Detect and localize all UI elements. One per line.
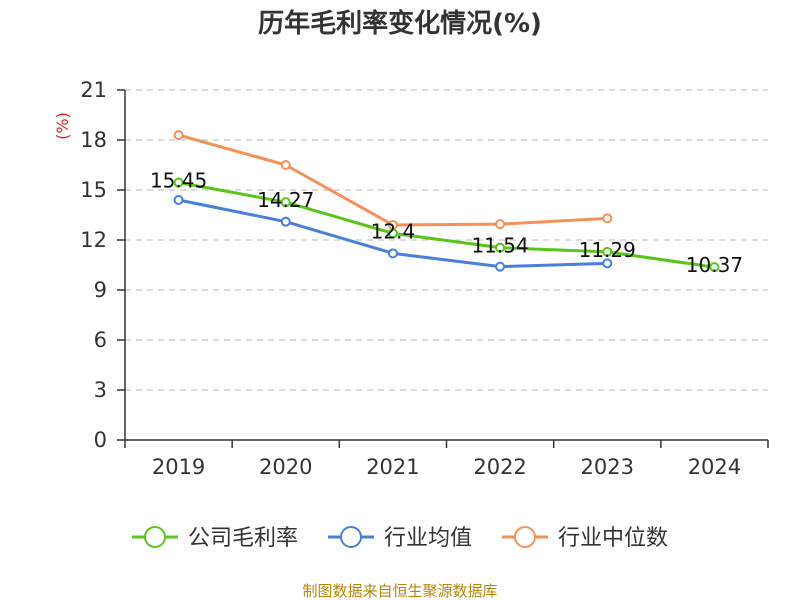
data-label: 14.27 xyxy=(257,188,314,212)
data-label: 11.29 xyxy=(579,238,636,262)
data-point xyxy=(280,160,291,170)
data-point xyxy=(387,248,398,259)
x-tick-label: 2022 xyxy=(473,455,526,479)
chart-title: 历年毛利率变化情况(%) xyxy=(258,8,542,39)
legend-swatch-marker xyxy=(144,526,166,548)
series-line xyxy=(178,181,715,269)
legend-swatch-marker xyxy=(514,526,536,548)
data-point xyxy=(280,197,291,208)
data-point xyxy=(602,213,613,224)
data-point xyxy=(173,177,184,188)
y-tick-labels: 0 3 6 9 12 15 18 21 xyxy=(80,78,107,452)
y-tick-label: 18 xyxy=(80,128,107,152)
data-point xyxy=(173,195,184,205)
data-label: 11.54 xyxy=(471,234,528,258)
y-tick-label: 9 xyxy=(94,278,107,302)
data-point xyxy=(709,262,720,273)
legend-swatch-marker xyxy=(340,526,362,548)
x-tick-labels: 2019 2020 2021 2022 2023 2024 xyxy=(152,455,741,479)
data-label: 12.4 xyxy=(371,219,416,243)
x-tick-label: 2023 xyxy=(581,455,634,479)
y-tick-label: 15 xyxy=(80,178,107,202)
data-point xyxy=(495,242,506,253)
data-point xyxy=(280,216,291,227)
legend-label: 行业中位数 xyxy=(558,526,668,551)
data-labels: 15.45 14.27 12.4 11.54 11.29 10.37 xyxy=(150,169,743,278)
data-label: 10.37 xyxy=(686,253,743,277)
series-lines xyxy=(173,130,720,273)
y-tick-label: 12 xyxy=(80,228,107,252)
data-point xyxy=(173,130,184,140)
legend: 公司毛利率 行业均值 行业中位数 xyxy=(132,526,668,551)
x-tick-label: 2019 xyxy=(152,455,205,479)
data-point xyxy=(602,246,613,257)
y-axis-label: (%) xyxy=(53,112,72,140)
x-tick-label: 2020 xyxy=(259,455,312,479)
source-note: 制图数据来自恒生聚源数据库 xyxy=(302,582,497,600)
x-tick-label: 2024 xyxy=(688,455,741,479)
y-tick-label: 3 xyxy=(94,378,107,402)
y-tick-label: 21 xyxy=(80,78,107,102)
legend-label: 公司毛利率 xyxy=(188,526,298,551)
data-label: 15.45 xyxy=(150,169,207,193)
y-tick-label: 6 xyxy=(94,328,107,352)
x-tick-label: 2021 xyxy=(366,455,419,479)
axes xyxy=(117,89,769,448)
data-point xyxy=(387,228,398,239)
data-point xyxy=(495,261,506,272)
data-point xyxy=(602,258,613,269)
legend-label: 行业均值 xyxy=(384,526,472,551)
data-point xyxy=(495,219,506,230)
y-tick-label: 0 xyxy=(94,428,107,452)
